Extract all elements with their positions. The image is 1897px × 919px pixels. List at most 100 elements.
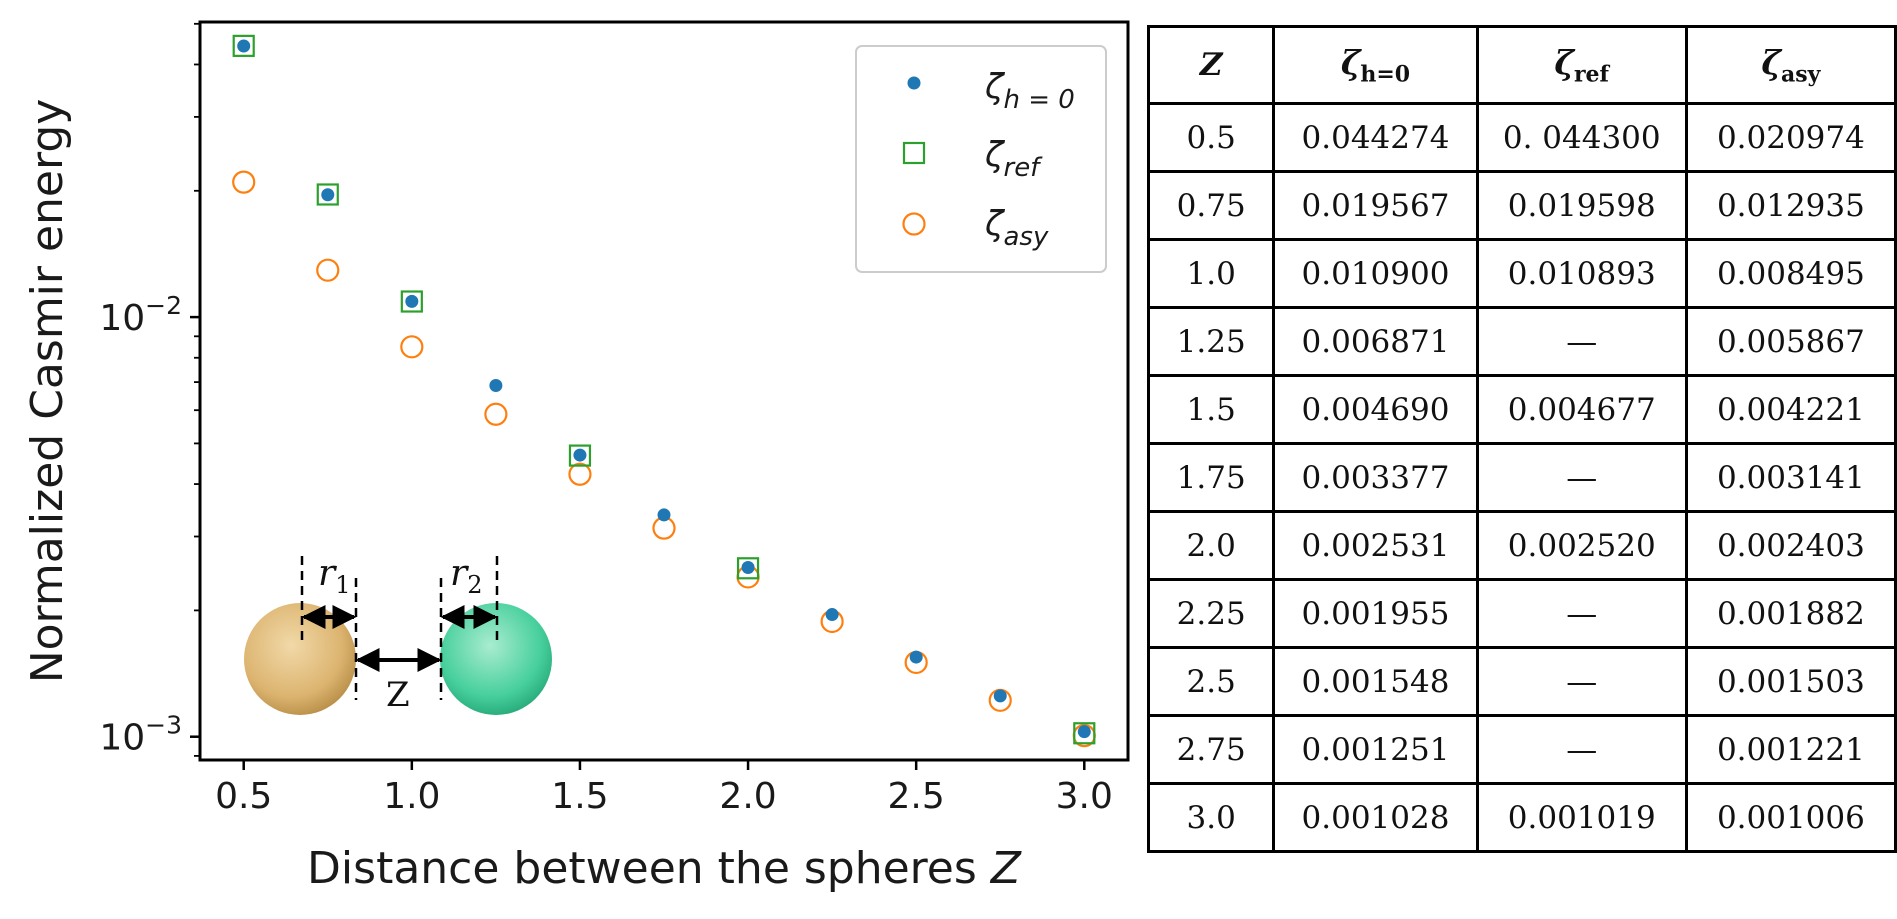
x-tick-label: 3.0 (1056, 776, 1113, 817)
point-h0-9 (993, 689, 1007, 703)
table-cell: 0.044274 (1272, 102, 1479, 173)
table-row: 1.0 0.010900 0.010893 0.008495 (1146, 238, 1897, 309)
table-cell: 0.004221 (1684, 374, 1897, 445)
table-cell: 2.5 (1146, 646, 1276, 717)
point-ref-2 (400, 290, 423, 313)
table-cell: 0.004677 (1475, 374, 1688, 445)
table-header-cell: ζh=0 (1272, 25, 1479, 105)
point-ref-0 (232, 34, 255, 57)
point-h0-10 (1077, 725, 1091, 739)
table-cell: — (1475, 442, 1688, 513)
table-cell: 0.019567 (1272, 170, 1479, 241)
table-cell: 0.001221 (1684, 714, 1897, 785)
table-header-cell: ζasy (1684, 25, 1897, 105)
y-axis-label: Normalized Casmir energy (22, 99, 73, 684)
table-row: 3.0 0.001028 0.001019 0.001006 (1146, 782, 1897, 853)
legend-marker-zeta-asy (902, 212, 926, 236)
legend-marker-zeta-ref (902, 141, 926, 165)
legend-label-zeta-ref: ζref (984, 135, 1043, 183)
point-asy-0 (232, 170, 256, 194)
r2-label: r2 (450, 553, 483, 599)
point-ref-1 (316, 183, 339, 206)
table-cell: 2.0 (1146, 510, 1276, 581)
sphere-1 (244, 603, 356, 715)
table-row: 1.75 0.003377—0.003141 (1146, 442, 1897, 513)
table-cell: 1.75 (1146, 442, 1276, 513)
table-cell: — (1475, 714, 1688, 785)
data-points (232, 34, 1096, 748)
table-cell: 0.001251 (1272, 714, 1479, 785)
point-h0-8 (909, 650, 923, 664)
z-label: Z (386, 675, 410, 715)
table-cell: — (1475, 646, 1688, 717)
table-cell: — (1475, 578, 1688, 649)
table-cell: 2.75 (1146, 714, 1276, 785)
x-tick-label: 1.0 (383, 776, 440, 817)
table-cell: 0.001548 (1272, 646, 1479, 717)
table-row: 2.0 0.002531 0.002520 0.002403 (1146, 510, 1897, 581)
y-tick-label: 10−2 (99, 291, 182, 339)
point-asy-2 (400, 335, 424, 359)
x-tick-label: 2.0 (719, 776, 776, 817)
point-asy-3 (484, 402, 508, 426)
table-cell: 0.001955 (1272, 578, 1479, 649)
point-asy-1 (316, 258, 340, 282)
sphere-2 (440, 603, 552, 715)
point-ref-4 (736, 557, 760, 580)
point-h0-5 (657, 508, 671, 522)
table-cell: 1.5 (1146, 374, 1276, 445)
table-cell: — (1475, 306, 1688, 377)
table-cell: 1.25 (1146, 306, 1276, 377)
x-tick-label: 1.5 (551, 776, 608, 817)
table-row: 1.25 0.006871—0.005867 (1146, 306, 1897, 377)
table-cell: 0.002531 (1272, 510, 1479, 581)
table-cell: 0.020974 (1684, 102, 1897, 173)
table-row: 2.75 0.001251—0.001221 (1146, 714, 1897, 785)
table-cell: 0.002520 (1475, 510, 1688, 581)
table-cell: 0.5 (1146, 102, 1276, 173)
table-cell: 0.010893 (1475, 238, 1688, 309)
table-cell: 0.75 (1146, 170, 1276, 241)
scatter-chart: 0.5 1.0 1.5 2.0 2.5 3.0 10−2 10−3 r1 r2 Z ζh = … (22, 20, 1130, 894)
table-row: 2.5 0.001548—0.001503 (1146, 646, 1897, 717)
point-h0-1 (321, 188, 335, 202)
table-cell: 1.0 (1146, 238, 1276, 309)
point-ref-3 (568, 444, 592, 467)
point-h0-2 (405, 294, 419, 308)
table-cell: 0.010900 (1272, 238, 1479, 309)
legend: ζh = 0 ζref ζasy (855, 45, 1107, 273)
table-cell: 0.001028 (1272, 782, 1479, 853)
table-cell: 0.012935 (1684, 170, 1897, 241)
x-tick-label: 0.5 (215, 776, 272, 817)
table-cell: 0.005867 (1684, 306, 1897, 377)
table-cell: 0.004690 (1272, 374, 1479, 445)
table-row: 0.75 0.019567 0.019598 0.012935 (1146, 170, 1897, 241)
table-cell: 0.003141 (1684, 442, 1897, 513)
r1-label: r1 (318, 553, 351, 599)
y-tick-label: 10−3 (99, 711, 182, 759)
table-header-cell: Z (1146, 25, 1276, 105)
table-cell: 0.019598 (1475, 170, 1688, 241)
legend-label-zeta-asy: ζasy (984, 204, 1049, 252)
table-cell: 2.25 (1146, 578, 1276, 649)
table-cell: 0.003377 (1272, 442, 1479, 513)
table-row: 2.25 0.001955—0.001882 (1146, 578, 1897, 649)
table-cell: 0.006871 (1272, 306, 1479, 377)
point-h0-0 (237, 39, 251, 53)
table-cell: 0.001006 (1684, 782, 1897, 853)
point-h0-7 (825, 608, 839, 622)
table-cell: 0.001882 (1684, 578, 1897, 649)
table-cell: 0.008495 (1684, 238, 1897, 309)
legend-marker-zeta-h0 (907, 76, 921, 90)
axis-ticks: 0.5 1.0 1.5 2.0 2.5 3.0 10−2 10−3 (99, 22, 1113, 817)
legend-box (855, 45, 1107, 273)
table-row: 0.5 0.044274 0. 044300 0.020974 (1146, 102, 1897, 173)
two-spheres-inset: r1 r2 Z (244, 553, 552, 715)
table-header-cell: ζref (1475, 25, 1688, 105)
x-axis-label: Distance between the spheres Z (307, 843, 1022, 894)
point-asy-4 (568, 462, 592, 486)
table-row: 1.5 0.004690 0.004677 0.004221 (1146, 374, 1897, 445)
